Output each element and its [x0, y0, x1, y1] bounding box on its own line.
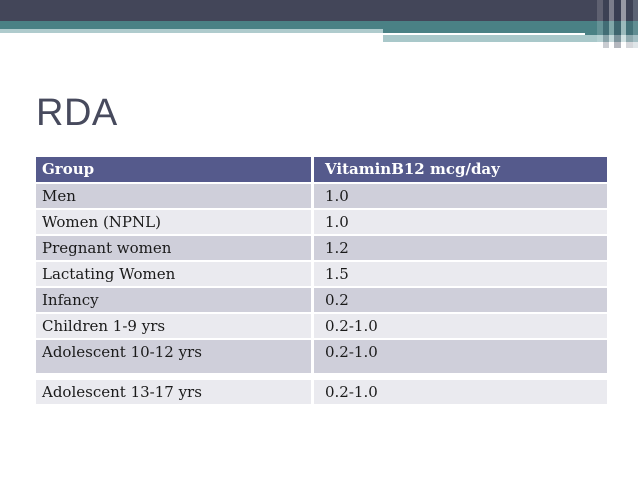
value-cell: 1.5: [314, 262, 607, 286]
table-row: Pregnant women 1.2: [36, 236, 607, 260]
top-light-teal-bar: [0, 29, 638, 33]
column-header-vitaminb12: VitaminB12 mcg/day: [314, 157, 607, 182]
group-cell: Women (NPNL): [36, 210, 311, 234]
table-row: Children 1-9 yrs 0.2-1.0: [36, 314, 607, 338]
value-cell: 1.2: [314, 236, 607, 260]
corner-stripe: [633, 0, 638, 48]
value-cell: 0.2-1.0: [314, 380, 607, 404]
corner-stripe: [621, 0, 626, 48]
group-cell: Men: [36, 184, 311, 208]
column-header-group: Group: [36, 157, 311, 182]
corner-stripe: [597, 0, 603, 48]
group-cell: Adolescent 10-12 yrs: [36, 340, 311, 373]
group-cell: Children 1-9 yrs: [36, 314, 311, 338]
slide-title: RDA: [36, 92, 118, 134]
corner-stripe: [603, 0, 609, 48]
top-right-light-band: [383, 35, 638, 42]
value-cell: 0.2-1.0: [314, 340, 607, 373]
corner-stripe: [614, 0, 621, 48]
group-cell: Pregnant women: [36, 236, 311, 260]
group-cell: Infancy: [36, 288, 311, 312]
top-right-white-line: [376, 33, 585, 36]
table-header-row: Group VitaminB12 mcg/day: [36, 157, 607, 182]
table-row: Adolescent 13-17 yrs 0.2-1.0: [36, 380, 607, 404]
value-cell: 1.0: [314, 184, 607, 208]
value-cell: 0.2: [314, 288, 607, 312]
corner-stripe: [626, 0, 633, 48]
rda-table: Group VitaminB12 mcg/day Men 1.0 Women (…: [36, 157, 607, 406]
value-cell: 1.0: [314, 210, 607, 234]
top-right-teal-block: [383, 21, 638, 35]
group-cell: Lactating Women: [36, 262, 311, 286]
table-row: Women (NPNL) 1.0: [36, 210, 607, 234]
table-row: Lactating Women 1.5: [36, 262, 607, 286]
table-row: Men 1.0: [36, 184, 607, 208]
value-cell: 0.2-1.0: [314, 314, 607, 338]
group-cell: Adolescent 13-17 yrs: [36, 380, 311, 404]
table-row: Infancy 0.2: [36, 288, 607, 312]
corner-stripe: [609, 0, 614, 48]
top-teal-bar: [0, 21, 638, 30]
top-dark-bar: [0, 0, 638, 21]
table-row: Adolescent 10-12 yrs 0.2-1.0: [36, 340, 607, 373]
